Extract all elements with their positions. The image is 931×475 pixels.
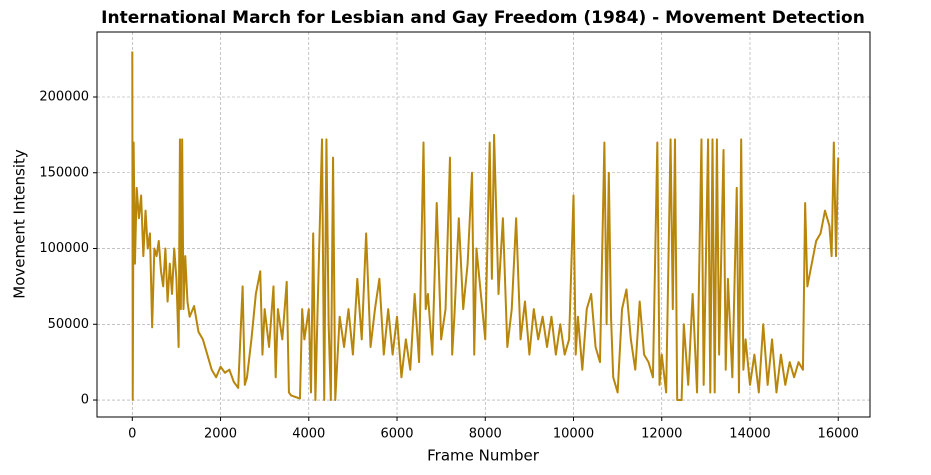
y-tick-label: 50000 bbox=[48, 317, 89, 332]
x-tick-label: 14000 bbox=[729, 427, 770, 442]
x-tick-label: 12000 bbox=[641, 427, 682, 442]
chart-title: International March for Lesbian and Gay … bbox=[101, 8, 865, 28]
x-tick-label: 10000 bbox=[553, 427, 594, 442]
x-tick-label: 2000 bbox=[204, 427, 237, 442]
x-tick-label: 6000 bbox=[380, 427, 413, 442]
y-tick-label: 200000 bbox=[39, 90, 89, 105]
x-tick-label: 16000 bbox=[818, 427, 859, 442]
x-tick-label: 8000 bbox=[469, 427, 502, 442]
y-tick-label: 0 bbox=[81, 393, 89, 408]
x-tick-label: 0 bbox=[128, 427, 136, 442]
plot-frame bbox=[96, 31, 871, 418]
y-tick-label: 100000 bbox=[39, 241, 89, 256]
x-axis-label: Frame Number bbox=[427, 447, 540, 465]
y-axis-label: Movement Intensity bbox=[11, 149, 29, 299]
x-tick-label: 4000 bbox=[292, 427, 325, 442]
data-line bbox=[131, 51, 840, 402]
y-tick-label: 150000 bbox=[39, 165, 89, 180]
